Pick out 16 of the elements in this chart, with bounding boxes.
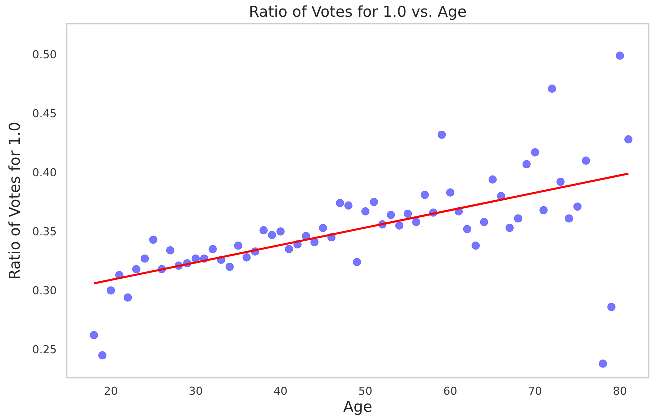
y-tick-label: 0.45 [32,108,57,121]
x-tick-label: 80 [613,385,628,398]
y-axis-title: Ratio of Votes for 1.0 [6,122,24,280]
y-tick-label: 0.35 [32,226,57,239]
x-axis-title: Age [343,398,373,416]
x-tick-label: 20 [104,385,118,398]
chart-title: Ratio of Votes for 1.0 vs. Age [249,3,467,21]
y-tick-label: 0.25 [32,344,57,357]
x-tick-label: 40 [274,385,288,398]
x-tick-label: 70 [528,385,542,398]
y-tick-label: 0.50 [32,48,57,62]
x-tick-label: 30 [188,385,203,398]
x-tick-label: 50 [358,385,373,398]
y-tick-label: 0.40 [32,166,57,180]
y-tick-label: 0.30 [32,284,57,298]
x-tick-label: 60 [443,385,458,398]
